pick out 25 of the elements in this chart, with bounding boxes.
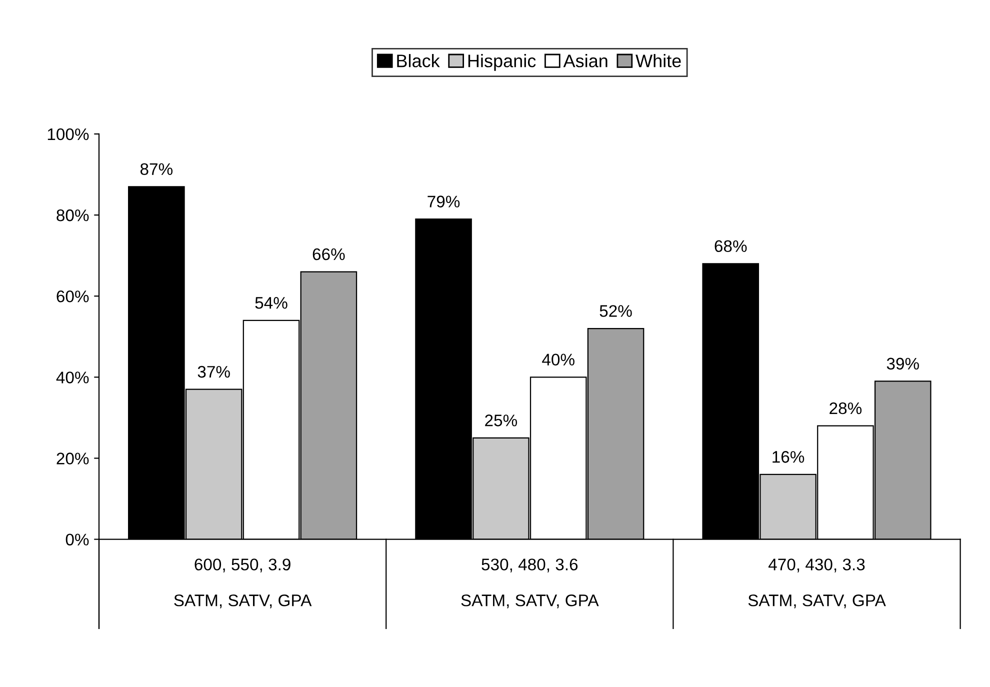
data-label: 68% bbox=[714, 240, 747, 252]
data-label: 54% bbox=[255, 297, 288, 309]
data-label: 40% bbox=[542, 354, 574, 366]
legend-label: Black bbox=[397, 54, 440, 68]
y-tick-label: 20% bbox=[56, 452, 89, 464]
category-label: 600, 550, 3.9 SATM, SATV, GPA bbox=[174, 558, 312, 608]
data-label: 66% bbox=[312, 248, 345, 260]
data-label: 16% bbox=[772, 451, 804, 463]
legend-label: Asian bbox=[563, 54, 608, 68]
y-tick-label: 40% bbox=[56, 372, 89, 384]
category-label: 530, 480, 3.6 SATM, SATV, GPA bbox=[461, 558, 599, 608]
data-label: 25% bbox=[485, 414, 518, 426]
y-tick-label: 100% bbox=[48, 128, 89, 140]
y-tick-label: 0% bbox=[66, 534, 89, 546]
data-label: 79% bbox=[428, 196, 460, 208]
y-tick-label: 80% bbox=[56, 209, 89, 222]
data-label: 39% bbox=[886, 358, 919, 370]
data-label: 87% bbox=[140, 163, 173, 176]
legend-label: White bbox=[636, 54, 681, 68]
data-label: 37% bbox=[198, 366, 230, 378]
data-label: 52% bbox=[600, 305, 632, 317]
legend-label: Hispanic bbox=[468, 54, 536, 71]
y-tick-label: 60% bbox=[56, 290, 89, 302]
category-label: 470, 430, 3.3 SATM, SATV, GPA bbox=[748, 558, 886, 608]
data-label: 28% bbox=[830, 402, 862, 414]
